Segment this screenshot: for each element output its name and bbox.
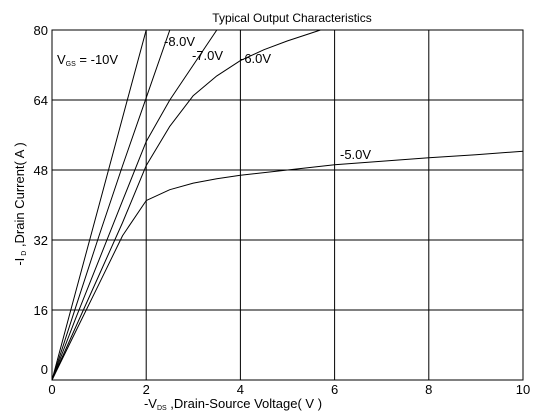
curve-label-suffix: = -10V [76,52,119,67]
curve-label-0: VGS = -10V [57,52,118,68]
x-tick-label-8: 8 [425,382,432,397]
y-axis-title-prefix: -I [12,258,27,266]
y-axis-title: -I D ,Drain Current( A ) [12,142,28,265]
y-axis-title-suffix: ,Drain Current( A ) [12,142,27,250]
y-tick-label-64: 64 [34,93,48,108]
curve-vgs-4 [51,150,524,381]
x-tick-label-2: 2 [143,382,150,397]
x-axis-title: -VDS ,Drain-Source Voltage( V ) [144,396,322,412]
curve-labels: VGS = -10V -8.0V-7.0V -6.0V -5.0V [57,34,371,162]
x-tick-label-4: 4 [237,382,244,397]
x-tick-labels: 0 2 4 6 8 10 [48,382,530,397]
y-tick-label-0: 0 [41,362,48,377]
x-tick-label-10: 10 [516,382,530,397]
y-axis-title-subscript: D [21,251,28,258]
curves [51,29,524,381]
curve-label-3: -6.0V [240,51,271,66]
curve-vgs-2 [51,29,218,381]
y-tick-labels: 0 16 32 48 64 80 [34,23,48,377]
curve-label-prefix: V [57,52,66,67]
curve-vgs-0 [51,29,147,381]
curve-label-1: -8.0V [164,34,195,49]
curve-label-subscript: GS [66,61,76,68]
curve-label-2: -7.0V [192,48,223,63]
curve-vgs-3 [51,29,321,381]
y-tick-label-16: 16 [34,303,48,318]
grid-lines [52,30,523,380]
curve-label-4: -5.0V [340,147,371,162]
x-axis-title-subscript: DS [157,405,167,412]
x-tick-label-0: 0 [48,382,55,397]
y-tick-label-80: 80 [34,23,48,38]
x-tick-label-6: 6 [331,382,338,397]
x-axis-title-prefix: -V [144,396,157,411]
y-tick-label-32: 32 [34,233,48,248]
chart-title: Typical Output Characteristics [212,11,371,25]
y-tick-label-48: 48 [34,163,48,178]
x-axis-title-suffix: ,Drain-Source Voltage( V ) [167,396,322,411]
curve-vgs-1 [51,29,171,381]
plot-area-frame [51,29,524,381]
